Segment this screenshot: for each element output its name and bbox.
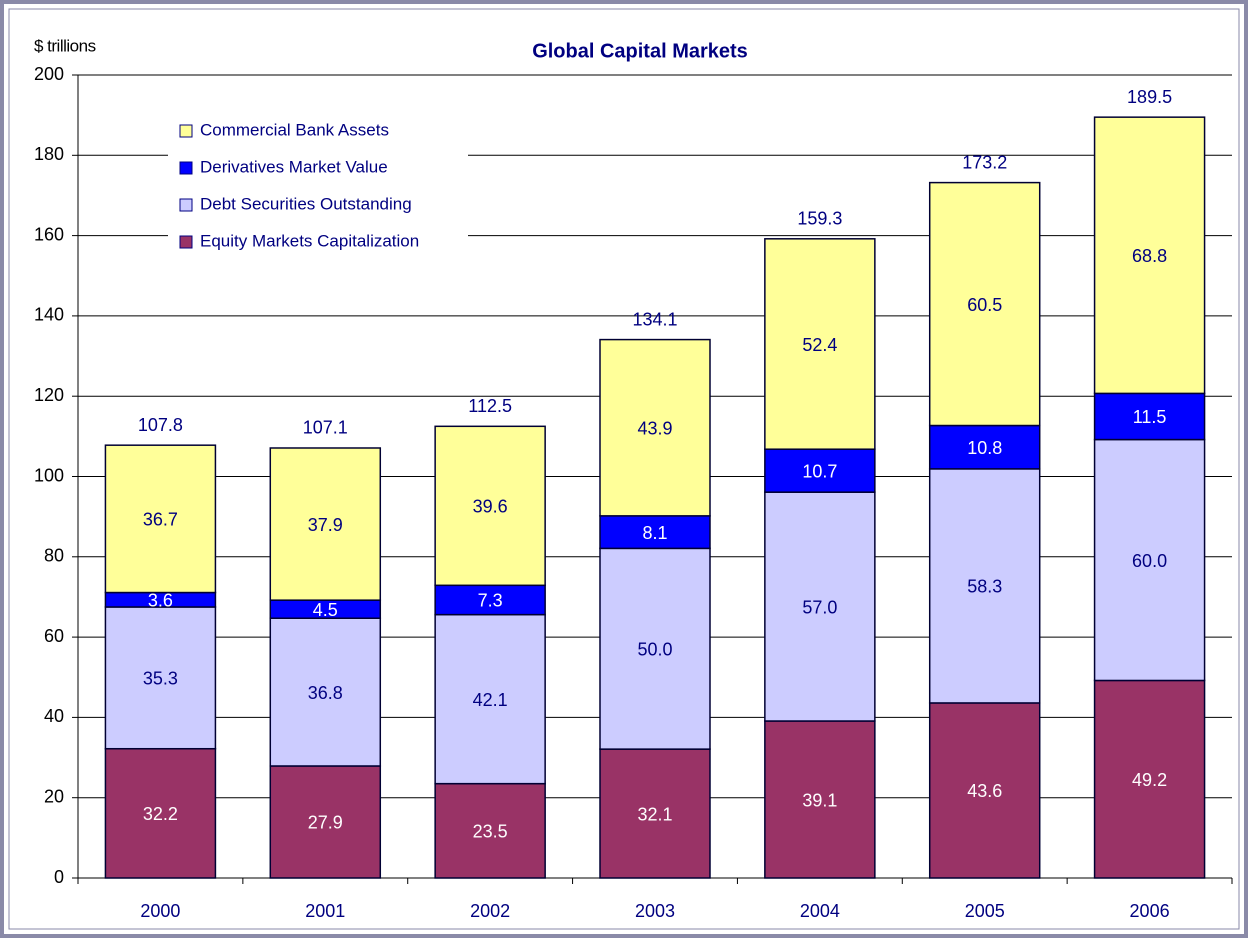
data-label: 10.7: [802, 461, 837, 481]
y-tick-label: 100: [34, 465, 64, 485]
y-tick-label: 140: [34, 305, 64, 325]
y-axis-label: $ trillions: [34, 36, 96, 55]
data-label: 68.8: [1132, 246, 1167, 266]
bar-segment: [269, 765, 382, 879]
y-tick-label: 0: [54, 867, 64, 887]
legend: [168, 113, 468, 257]
data-label: 49.2: [1132, 770, 1167, 790]
x-tick-label: 2001: [305, 901, 345, 921]
bar-segment: [928, 181, 1041, 427]
y-tick-label: 200: [34, 64, 64, 84]
x-tick-label: 2003: [635, 901, 675, 921]
bar-segment: [104, 606, 217, 750]
x-tick-label: 2000: [140, 901, 180, 921]
legend-swatch: [179, 235, 193, 249]
data-label: 7.3: [478, 591, 503, 611]
data-label: 4.5: [313, 600, 338, 620]
x-tick-label: 2005: [965, 901, 1005, 921]
data-label: 27.9: [308, 813, 343, 833]
bar-segment: [599, 338, 711, 517]
legend-swatch: [179, 198, 193, 212]
data-label: 60.5: [967, 295, 1002, 315]
y-tick-label: 20: [44, 786, 64, 806]
bar-segment: [599, 515, 711, 550]
y-tick-label: 160: [34, 224, 64, 244]
data-label: 42.1: [473, 690, 508, 710]
x-tick-label: 2002: [470, 901, 510, 921]
legend-swatch: [179, 161, 193, 175]
data-label: 60.0: [1132, 551, 1167, 571]
bar-segment: [434, 782, 546, 879]
legend-label: Derivatives Market Value: [200, 157, 388, 176]
bar-segment: [269, 617, 382, 767]
bar-segment: [764, 238, 876, 450]
legend-label: Commercial Bank Assets: [200, 120, 389, 139]
data-label: 43.9: [637, 418, 672, 438]
data-label: 58.3: [967, 577, 1002, 597]
y-tick-label: 40: [44, 706, 64, 726]
y-tick-label: 180: [34, 144, 64, 164]
bar-segment: [1093, 679, 1206, 879]
data-label: 35.3: [143, 669, 178, 689]
data-label: 50.0: [637, 639, 672, 659]
bar-segment: [104, 444, 217, 594]
x-tick-label: 2006: [1130, 901, 1170, 921]
total-label: 112.5: [468, 396, 512, 416]
total-label: 134.1: [632, 309, 677, 329]
bar-segment: [104, 747, 217, 879]
data-label: 36.7: [143, 510, 178, 530]
data-label: 11.5: [1133, 407, 1167, 427]
total-label: 107.1: [303, 418, 348, 438]
bar-segment: [928, 468, 1041, 704]
y-tick-label: 60: [44, 626, 64, 646]
total-label: 159.3: [797, 209, 842, 229]
x-tick-label: 2004: [800, 901, 840, 921]
bar-segment: [1093, 438, 1206, 682]
data-label: 8.1: [642, 523, 667, 543]
legend-label: Equity Markets Capitalization: [200, 231, 419, 250]
bar-segment: [764, 491, 876, 722]
bar-segment: [434, 613, 546, 785]
data-label: 10.8: [967, 438, 1002, 458]
y-tick-label: 120: [34, 385, 64, 405]
data-label: 39.6: [473, 497, 508, 517]
total-label: 107.8: [138, 415, 183, 435]
bar-segment: [928, 424, 1041, 470]
data-label: 43.6: [967, 781, 1002, 801]
y-tick-label: 80: [44, 546, 64, 566]
bar-segment: [599, 547, 711, 750]
bar-segment: [764, 720, 876, 879]
data-label: 39.1: [802, 790, 837, 810]
bar-segment: [434, 584, 546, 616]
inner-frame: [8, 8, 1240, 930]
data-label: 32.2: [143, 804, 178, 824]
data-label: 3.6: [148, 591, 173, 611]
chart-title: Global Capital Markets: [532, 40, 748, 62]
legend-swatch: [179, 124, 193, 138]
bar-segment: [599, 748, 711, 879]
data-label: 32.1: [637, 804, 672, 824]
bar-segment: [269, 447, 382, 601]
data-label: 52.4: [802, 335, 837, 355]
legend-label: Debt Securities Outstanding: [200, 194, 412, 213]
bar-segment: [764, 448, 876, 493]
data-label: 37.9: [308, 515, 343, 535]
data-label: 36.8: [308, 683, 343, 703]
data-label: 23.5: [473, 822, 508, 842]
total-label: 173.2: [962, 152, 1007, 172]
bar-segment: [434, 425, 546, 587]
bar-segment: [1093, 116, 1206, 395]
data-label: 57.0: [802, 597, 837, 617]
bar-segment: [928, 702, 1041, 879]
total-label: 189.5: [1127, 87, 1172, 107]
